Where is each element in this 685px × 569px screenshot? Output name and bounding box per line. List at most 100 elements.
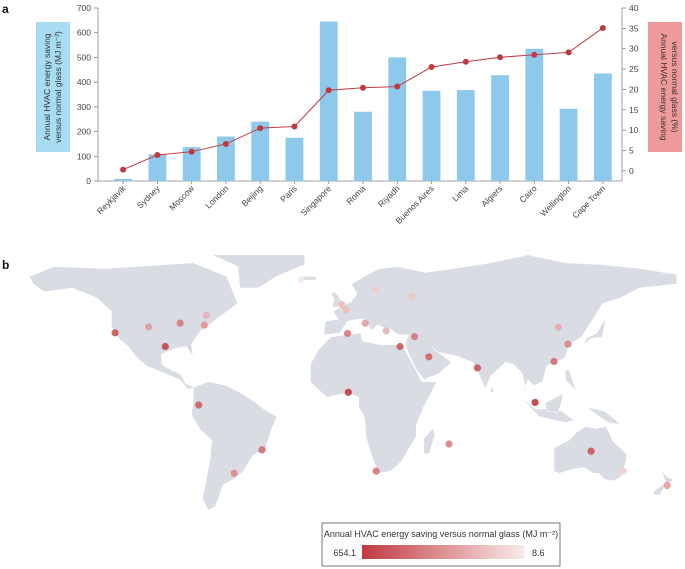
city-point	[371, 286, 380, 294]
bar	[593, 73, 612, 181]
left-axis-label-line2: versus normal glass (MJ m⁻²)	[53, 31, 63, 143]
land-europe-asia	[323, 255, 678, 402]
city-point	[663, 481, 671, 490]
color-legend: Annual HVAC energy saving versus normal …	[321, 522, 561, 567]
right-axis-tick-label: 40	[629, 3, 639, 13]
land-japan	[583, 318, 607, 346]
panel-label-a: a	[2, 2, 9, 16]
bar	[422, 90, 441, 181]
city-point	[200, 321, 208, 329]
legend-title: Annual HVAC energy saving versus normal …	[324, 529, 558, 539]
bar	[456, 90, 475, 181]
land-sri-lanka	[490, 384, 495, 394]
city-point	[382, 327, 390, 335]
city-point	[342, 306, 350, 314]
percent-point	[394, 83, 401, 90]
percent-point	[462, 58, 469, 65]
percent-point	[222, 140, 229, 147]
land-new-guinea	[585, 406, 623, 425]
x-axis-tick-label: Cape Town	[570, 183, 607, 220]
right-axis-tick-label: 15	[629, 105, 639, 115]
left-axis-label-box: Annual HVAC energy saving versus normal …	[36, 22, 70, 152]
bar	[251, 121, 270, 181]
bar	[217, 136, 235, 181]
city-point	[410, 333, 419, 341]
right-axis-tick-label: 20	[629, 84, 639, 94]
city-point	[176, 319, 184, 327]
city-point	[344, 388, 352, 396]
x-axis-tick-label: Sydney	[135, 183, 163, 211]
x-axis-tick-label: Paris	[278, 183, 299, 204]
x-axis-tick-label: Beijing	[239, 183, 264, 208]
left-axis-tick-label: 300	[77, 102, 91, 112]
right-axis-tick-label: 30	[629, 44, 639, 54]
land-madagascar	[423, 427, 436, 455]
percent-point	[120, 166, 127, 173]
left-axis-label-line1: Annual HVAC energy saving	[42, 33, 52, 140]
legend-min-label: 654.1	[333, 548, 356, 558]
panel-label-b: b	[2, 258, 10, 272]
land-africa	[310, 332, 438, 474]
city-point	[297, 276, 305, 284]
right-axis-label-line2: versus normal glass (%)	[670, 41, 680, 132]
left-axis-tick-label: 0	[86, 176, 91, 186]
percent-point	[497, 54, 504, 61]
bar	[491, 75, 509, 181]
city-point	[473, 364, 482, 372]
land-north-america	[29, 262, 239, 390]
left-axis-tick-label: 100	[77, 151, 91, 161]
bar	[354, 111, 372, 181]
percent-point	[154, 151, 161, 158]
left-axis-tick-label: 200	[77, 127, 91, 137]
percent-point	[291, 123, 298, 130]
bar-line-chart: Annual HVAC energy saving versus normal …	[36, 3, 682, 226]
bar	[559, 108, 578, 181]
right-axis-tick-label: 10	[629, 125, 639, 135]
city-point	[195, 401, 203, 409]
percent-point	[325, 87, 332, 94]
land-philippines	[564, 369, 577, 392]
city-point	[564, 340, 572, 348]
world-map: Annual HVAC energy saving versus normal …	[29, 255, 678, 567]
percent-point	[428, 64, 435, 71]
city-point	[230, 469, 238, 477]
land-borneo	[544, 392, 564, 414]
city-point	[111, 329, 119, 337]
city-point	[587, 447, 595, 455]
bar	[148, 154, 167, 181]
land-new-zealand-north	[661, 471, 674, 486]
city-point	[258, 446, 266, 454]
percent-point	[531, 51, 538, 58]
percent-point	[599, 24, 606, 31]
land-greenland	[211, 255, 306, 289]
city-point	[619, 467, 627, 475]
city-point	[338, 300, 346, 309]
bar	[388, 57, 407, 181]
city-point	[408, 292, 416, 300]
city-point	[445, 440, 453, 448]
x-axis-tick-label: Lima	[450, 183, 470, 203]
right-axis-tick-label: 0	[629, 166, 634, 176]
percent-point	[257, 125, 264, 132]
right-axis-tick-label: 35	[629, 23, 639, 33]
land-masses	[29, 255, 678, 511]
x-axis-tick-label: Wellington	[538, 183, 573, 218]
percent-point	[360, 84, 366, 91]
x-axis-tick-label: Roma	[344, 183, 367, 206]
plot-area: 0 100 200 300 400 500 600 700 0 5 10 15 20 25 30 35 40 Re…	[77, 3, 639, 226]
right-axis-tick-label: 5	[629, 145, 634, 155]
bar	[285, 137, 304, 181]
left-axis-tick-label: 700	[77, 3, 91, 13]
city-point	[554, 323, 563, 331]
bar	[182, 147, 201, 181]
right-axis-label-box: Annual HVAC energy saving versus normal …	[648, 22, 682, 152]
bar	[319, 21, 338, 181]
left-axis-tick-label: 500	[77, 52, 91, 62]
city-point	[531, 398, 539, 407]
city-point	[361, 319, 369, 327]
land-south-america	[190, 381, 278, 511]
x-axis-tick-label: London	[203, 183, 230, 210]
legend-max-label: 8.6	[532, 548, 545, 558]
city-point	[343, 329, 352, 338]
x-axis-tick-label: Riyadh	[376, 183, 402, 209]
